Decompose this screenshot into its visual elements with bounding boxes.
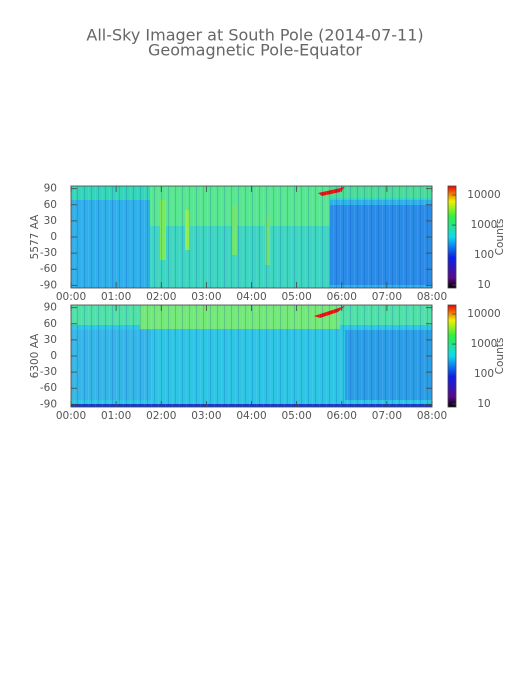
x-tick-label: 07:00 — [372, 410, 402, 422]
x-tick-label: 04:00 — [236, 410, 266, 422]
colorbar-tick-label: 100 — [474, 368, 494, 380]
keogram-image — [71, 186, 432, 288]
x-tick-label: 08:00 — [417, 291, 447, 303]
y-tick-label: 60 — [44, 199, 57, 211]
colorbar-frame — [447, 304, 457, 408]
y-tick-label: -30 — [40, 247, 57, 259]
y-axis-label: 5577 AA — [29, 214, 41, 260]
y-tick-label: 60 — [44, 318, 57, 330]
y-tick-label: 30 — [44, 215, 57, 227]
colorbar — [448, 305, 456, 407]
x-tick-label: 06:00 — [327, 410, 357, 422]
x-tick-label: 05:00 — [281, 291, 311, 303]
colorbar-label: Counts — [494, 338, 506, 375]
y-tick-label: 0 — [50, 350, 57, 362]
keogram-image — [71, 305, 432, 407]
x-tick-label: 01:00 — [101, 291, 131, 303]
chart-title: All-Sky Imager at South Pole (2014-07-11… — [86, 26, 423, 45]
x-tick-label: 00:00 — [56, 410, 86, 422]
x-tick-label: 02:00 — [146, 410, 176, 422]
colorbar — [448, 186, 456, 288]
y-tick-label: -60 — [40, 263, 57, 275]
colorbar-tick-label: 10 — [477, 279, 490, 291]
x-tick-label: 00:00 — [56, 291, 86, 303]
x-tick-label: 06:00 — [327, 291, 357, 303]
x-tick-label: 07:00 — [372, 291, 402, 303]
y-axis-label: 6300 AA — [29, 333, 41, 379]
x-tick-label: 01:00 — [101, 410, 131, 422]
x-tick-label: 02:00 — [146, 291, 176, 303]
y-tick-label: 30 — [44, 334, 57, 346]
y-tick-label: 90 — [44, 183, 57, 195]
y-tick-label: -90 — [40, 398, 57, 410]
x-tick-label: 08:00 — [417, 410, 447, 422]
x-tick-label: 03:00 — [191, 410, 221, 422]
y-tick-label: -60 — [40, 382, 57, 394]
colorbar-tick-label: 10 — [477, 398, 490, 410]
x-tick-label: 04:00 — [236, 291, 266, 303]
y-tick-label: -30 — [40, 366, 57, 378]
colorbar-label: Counts — [494, 219, 506, 256]
colorbar-frame — [447, 185, 457, 289]
x-tick-label: 03:00 — [191, 291, 221, 303]
y-tick-label: 0 — [50, 231, 57, 243]
colorbar-tick-label: 10000 — [467, 189, 500, 201]
y-tick-label: 90 — [44, 302, 57, 314]
colorbar-tick-label: 10000 — [467, 308, 500, 320]
colorbar-tick-label: 1000 — [471, 338, 498, 350]
colorbar-tick-label: 100 — [474, 249, 494, 261]
x-tick-label: 05:00 — [281, 410, 311, 422]
y-tick-label: -90 — [40, 279, 57, 291]
colorbar-tick-label: 1000 — [471, 219, 498, 231]
chart-subtitle: Geomagnetic Pole-Equator — [148, 41, 362, 60]
